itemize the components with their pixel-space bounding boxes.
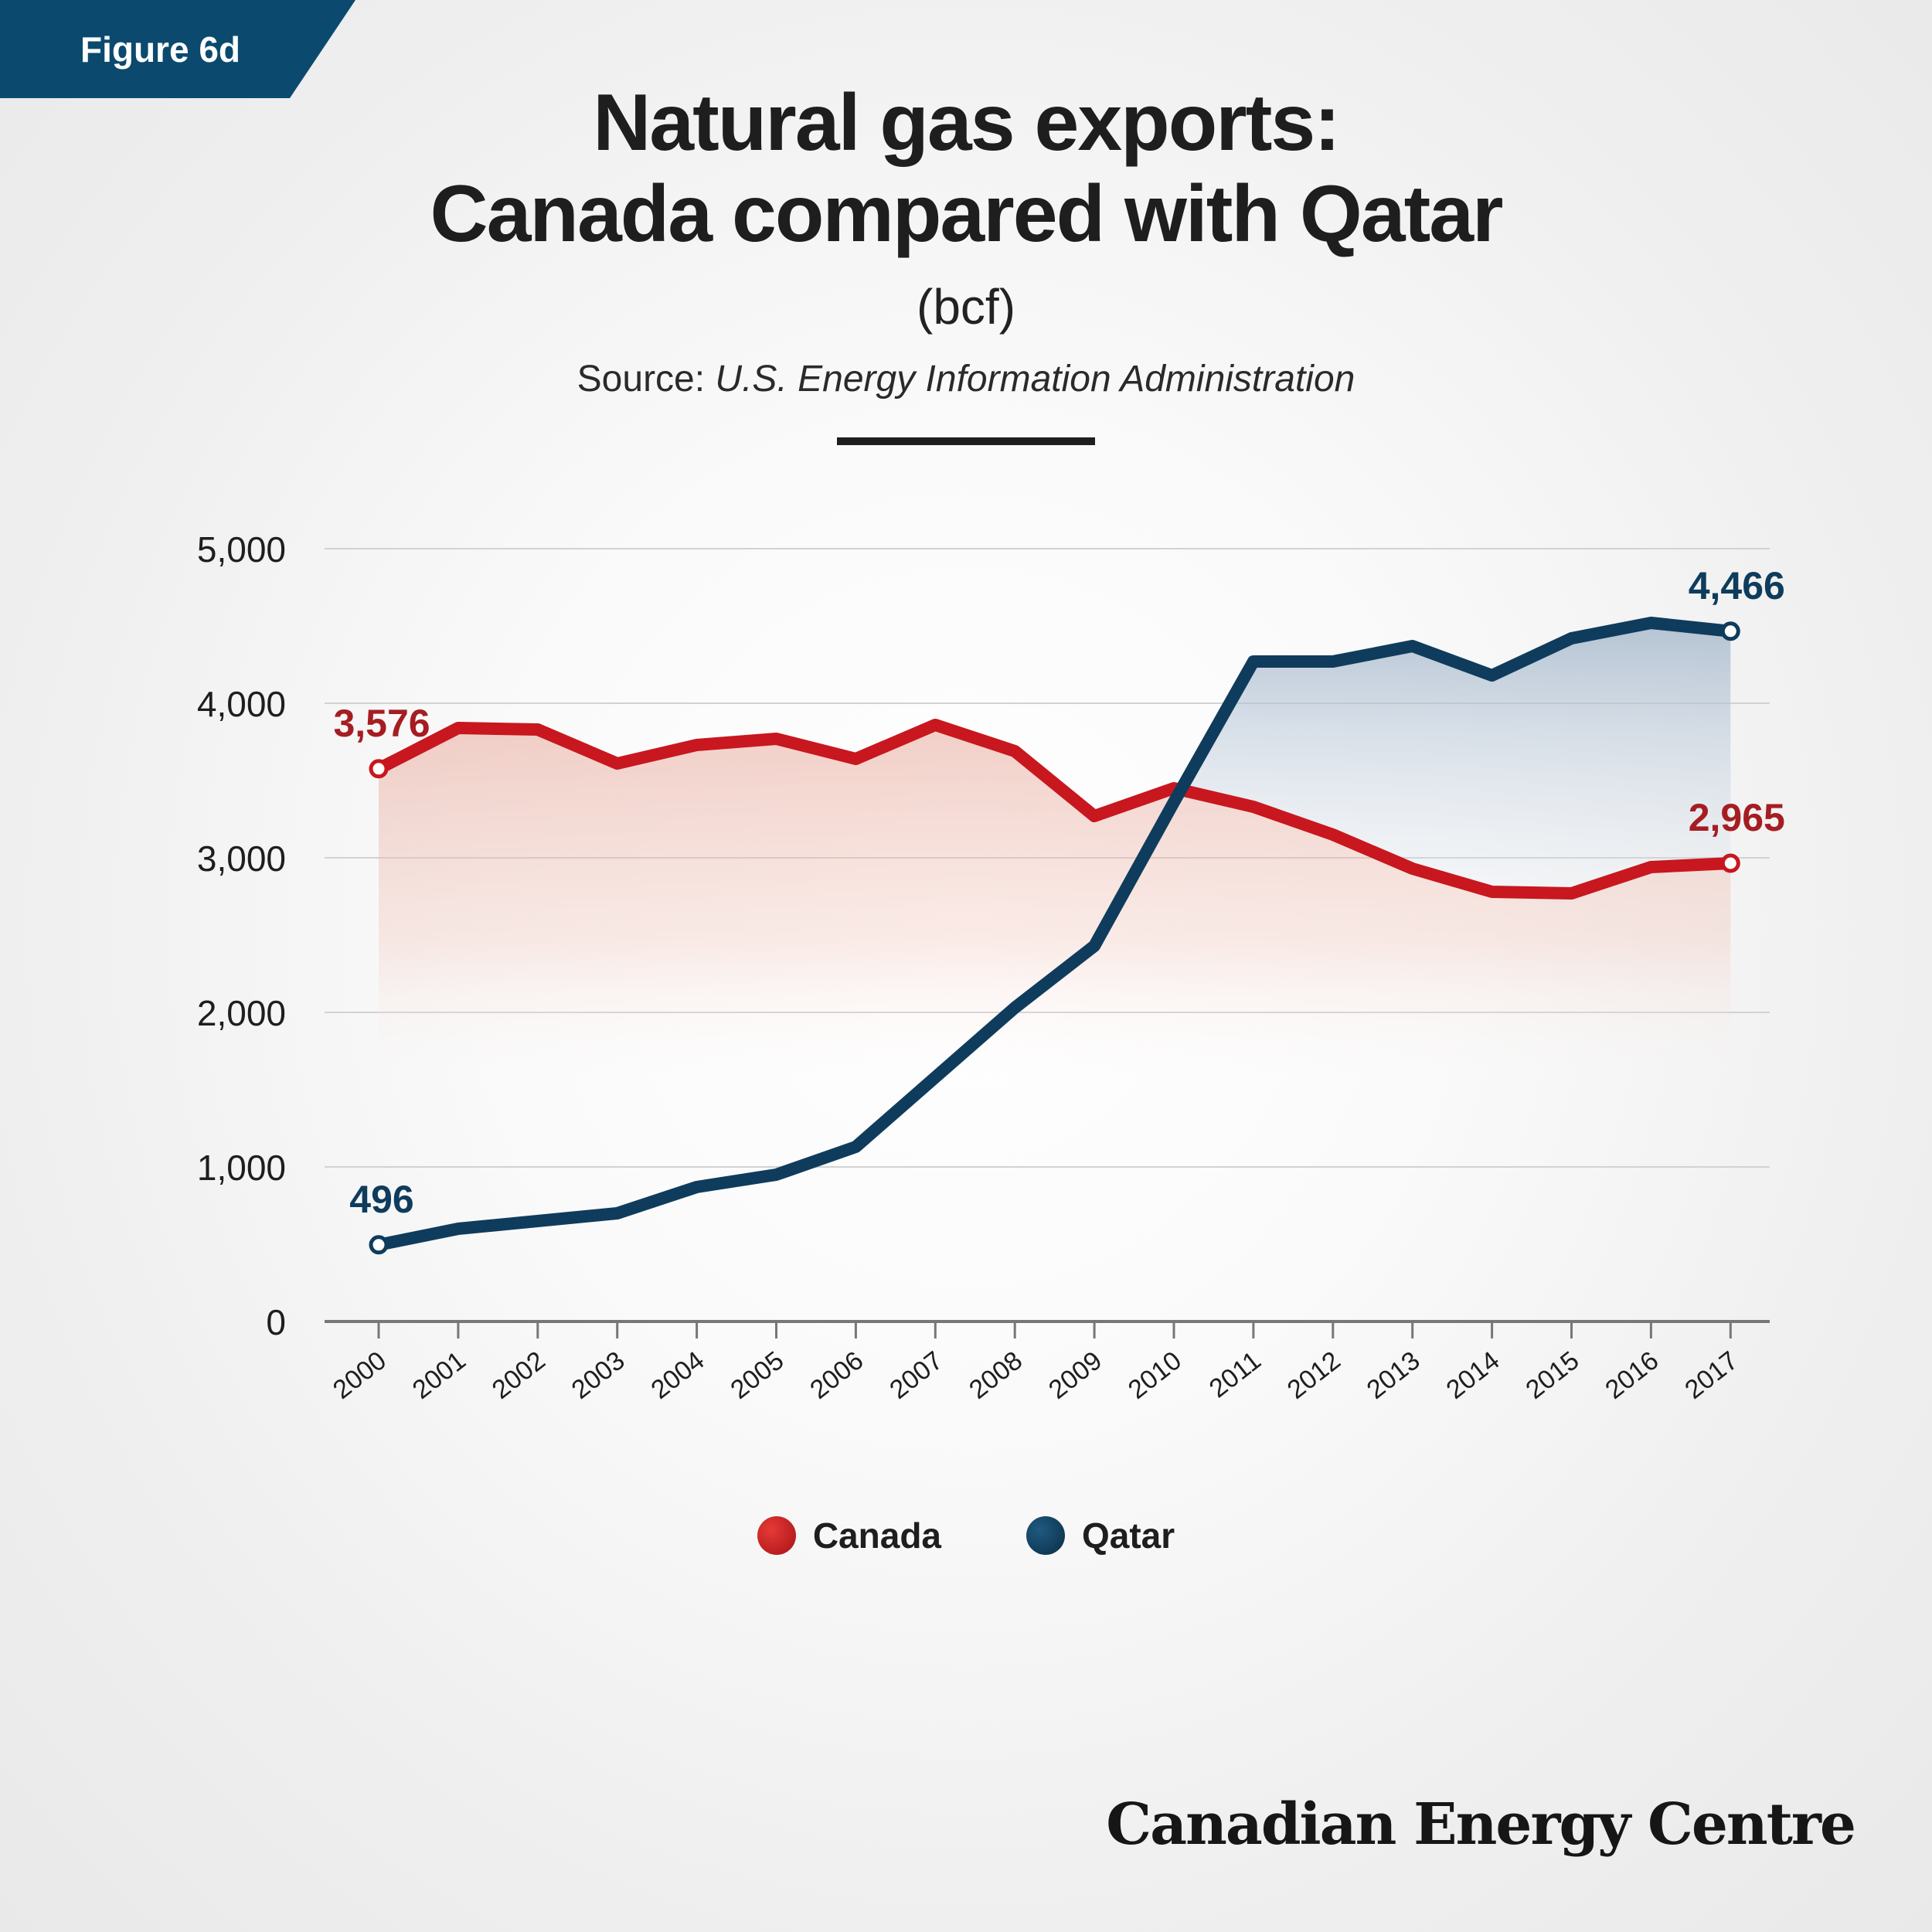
y-tick-label: 2,000 (197, 993, 286, 1033)
x-tick-label: 2009 (1043, 1345, 1107, 1405)
data-labels: 3,576 2,965 496 4,466 (333, 564, 1784, 1221)
legend-item-canada: Canada (757, 1515, 941, 1556)
x-tick-label: 2003 (566, 1345, 631, 1405)
x-tick-label: 2007 (884, 1345, 948, 1405)
line-qatar (372, 617, 1737, 1251)
legend-item-qatar: Qatar (1026, 1515, 1175, 1556)
legend-label: Canada (812, 1515, 941, 1556)
data-label-qatar-end: 4,466 (1689, 564, 1785, 607)
x-tick-label: 2015 (1520, 1345, 1584, 1405)
x-tick-label: 2010 (1123, 1345, 1187, 1405)
x-tick-label: 2001 (407, 1345, 471, 1405)
figure-badge-label: Figure 6d (80, 29, 241, 70)
x-tick-label: 2017 (1679, 1345, 1743, 1405)
x-tick-label: 2006 (804, 1345, 869, 1405)
source-prefix: Source: (577, 359, 716, 400)
chart-legend: Canada Qatar (0, 1515, 1932, 1556)
legend-swatch (1026, 1516, 1065, 1555)
chart-unit-subtitle: (bcf) (917, 279, 1015, 335)
area-canada (379, 725, 1731, 1090)
x-tick-label: 2004 (646, 1345, 710, 1405)
chart-title: Natural gas exports: Canada compared wit… (0, 77, 1932, 260)
x-tick-label: 2014 (1441, 1345, 1505, 1405)
legend-label: Qatar (1082, 1515, 1175, 1556)
point-qatar-2017 (1720, 621, 1740, 641)
point-qatar-2000 (369, 1235, 389, 1255)
title-divider (837, 437, 1095, 445)
point-canada-2000 (369, 759, 389, 779)
brand-logo-text: Canadian Energy Centre (1106, 1791, 1856, 1858)
x-tick-label: 2008 (964, 1345, 1028, 1405)
x-tick-label: 2005 (725, 1345, 789, 1405)
legend-swatch (757, 1516, 796, 1555)
data-label-qatar-start: 496 (349, 1178, 413, 1221)
figure-badge (0, 0, 355, 98)
y-tick-label: 0 (266, 1302, 286, 1342)
y-tick-label: 5,000 (197, 529, 286, 570)
line-canada (372, 719, 1737, 900)
x-tick-label: 2002 (487, 1345, 551, 1405)
y-tick-label: 1,000 (197, 1148, 286, 1188)
x-tick-label: 2000 (328, 1345, 392, 1405)
source-text: U.S. Energy Information Administration (715, 359, 1355, 400)
x-tick-label: 2016 (1600, 1345, 1664, 1405)
data-label-canada-end: 2,965 (1689, 796, 1785, 839)
data-label-canada-start: 3,576 (333, 702, 430, 745)
series-areas (379, 623, 1731, 1090)
series-lines (369, 617, 1740, 1255)
chart-title-line-2: Canada compared with Qatar (430, 169, 1503, 259)
x-tick-label: 2012 (1282, 1345, 1346, 1405)
y-tick-label: 3,000 (197, 838, 286, 879)
chart-source: Source: U.S. Energy Information Administ… (0, 358, 1932, 400)
y-tick-label: 4,000 (197, 684, 286, 724)
figure-badge-shape (0, 0, 355, 98)
x-tick-label: 2011 (1204, 1345, 1267, 1403)
x-tick-label: 2013 (1362, 1345, 1426, 1405)
point-canada-2017 (1720, 853, 1740, 873)
chart-title-line-1: Natural gas exports: (593, 78, 1341, 168)
